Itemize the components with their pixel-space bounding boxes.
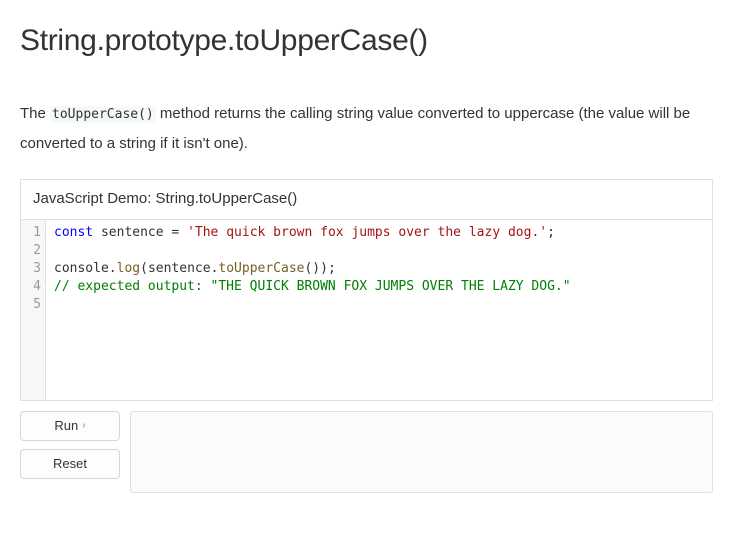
controls-row: Run › Reset [20, 411, 713, 493]
gutter-line-number: 5 [27, 296, 41, 314]
demo-header: JavaScript Demo: String.toUpperCase() [21, 180, 712, 220]
editor-gutter: 12345 [21, 220, 46, 400]
gutter-line-number: 3 [27, 260, 41, 278]
reset-button-label: Reset [53, 456, 87, 471]
code-line: console.log(sentence.toUpperCase()); [54, 260, 704, 278]
reset-button[interactable]: Reset [20, 449, 120, 479]
code-line [54, 296, 704, 314]
code-line: // expected output: "THE QUICK BROWN FOX… [54, 278, 704, 296]
output-panel [130, 411, 713, 493]
demo-container: JavaScript Demo: String.toUpperCase() 12… [20, 179, 713, 401]
code-line [54, 242, 704, 260]
button-column: Run › Reset [20, 411, 120, 479]
code-line: const sentence = 'The quick brown fox ju… [54, 224, 704, 242]
run-button-label: Run [54, 418, 78, 433]
page-title: String.prototype.toUpperCase() [20, 18, 713, 63]
run-button[interactable]: Run › [20, 411, 120, 441]
code-editor[interactable]: 12345 const sentence = 'The quick brown … [21, 220, 712, 400]
gutter-line-number: 4 [27, 278, 41, 296]
gutter-line-number: 2 [27, 242, 41, 260]
gutter-line-number: 1 [27, 224, 41, 242]
desc-text-pre: The [20, 105, 50, 122]
desc-code: toUpperCase() [50, 106, 156, 123]
editor-code[interactable]: const sentence = 'The quick brown fox ju… [46, 220, 712, 400]
chevron-right-icon: › [82, 420, 85, 431]
page-description: The toUpperCase() method returns the cal… [20, 99, 713, 159]
